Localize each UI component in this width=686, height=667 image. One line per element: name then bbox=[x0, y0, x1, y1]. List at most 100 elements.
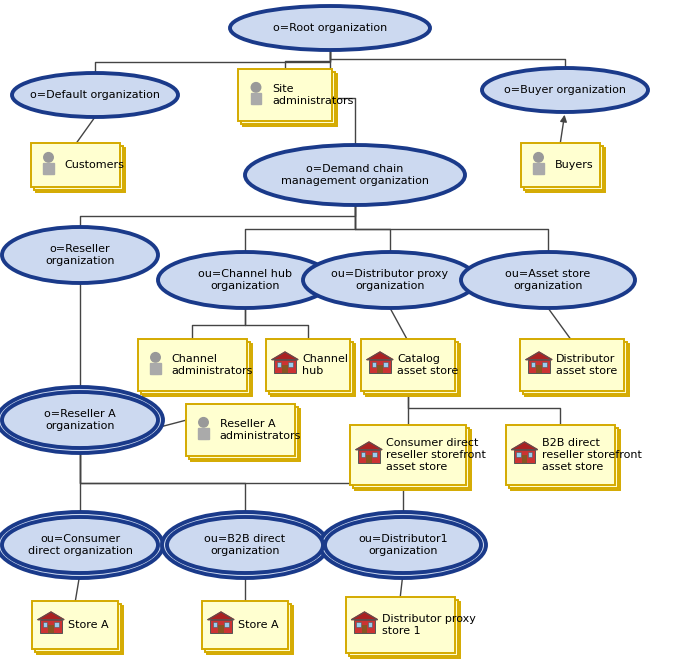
FancyBboxPatch shape bbox=[362, 625, 367, 634]
Circle shape bbox=[44, 153, 54, 162]
Text: o=Demand chain
management organization: o=Demand chain management organization bbox=[281, 164, 429, 186]
Polygon shape bbox=[38, 612, 64, 620]
FancyBboxPatch shape bbox=[508, 428, 617, 488]
FancyBboxPatch shape bbox=[350, 425, 466, 485]
Polygon shape bbox=[152, 371, 159, 374]
FancyBboxPatch shape bbox=[243, 74, 337, 126]
FancyBboxPatch shape bbox=[525, 148, 604, 192]
Ellipse shape bbox=[162, 512, 328, 578]
Polygon shape bbox=[512, 442, 538, 450]
FancyBboxPatch shape bbox=[137, 339, 246, 391]
FancyBboxPatch shape bbox=[276, 362, 281, 367]
FancyBboxPatch shape bbox=[521, 143, 600, 187]
Text: Reseller A
administrators: Reseller A administrators bbox=[220, 419, 301, 441]
FancyBboxPatch shape bbox=[40, 620, 62, 634]
Polygon shape bbox=[535, 171, 542, 174]
FancyBboxPatch shape bbox=[353, 428, 469, 488]
Polygon shape bbox=[356, 442, 382, 450]
Ellipse shape bbox=[461, 252, 635, 308]
FancyBboxPatch shape bbox=[364, 342, 458, 394]
FancyBboxPatch shape bbox=[522, 455, 528, 464]
Ellipse shape bbox=[2, 517, 158, 573]
FancyBboxPatch shape bbox=[354, 620, 375, 634]
FancyBboxPatch shape bbox=[211, 620, 232, 634]
FancyBboxPatch shape bbox=[368, 622, 372, 626]
Ellipse shape bbox=[2, 392, 158, 448]
FancyBboxPatch shape bbox=[516, 452, 521, 456]
Polygon shape bbox=[351, 612, 377, 620]
Text: B2B direct
reseller storefront
asset store: B2B direct reseller storefront asset sto… bbox=[541, 438, 641, 472]
Text: ou=Asset store
organization: ou=Asset store organization bbox=[506, 269, 591, 291]
FancyBboxPatch shape bbox=[383, 362, 388, 367]
FancyBboxPatch shape bbox=[377, 365, 383, 374]
Text: o=Root organization: o=Root organization bbox=[273, 23, 387, 33]
Ellipse shape bbox=[325, 517, 481, 573]
Text: o=Buyer organization: o=Buyer organization bbox=[504, 85, 626, 95]
Text: Consumer direct
reseller storefront
asset store: Consumer direct reseller storefront asse… bbox=[386, 438, 486, 472]
Polygon shape bbox=[251, 93, 261, 104]
FancyBboxPatch shape bbox=[37, 606, 123, 654]
Ellipse shape bbox=[158, 252, 332, 308]
Text: Store A: Store A bbox=[238, 620, 279, 630]
FancyBboxPatch shape bbox=[536, 365, 542, 374]
Text: Catalog
asset store: Catalog asset store bbox=[397, 354, 458, 376]
FancyBboxPatch shape bbox=[369, 360, 391, 374]
FancyBboxPatch shape bbox=[282, 365, 287, 374]
FancyBboxPatch shape bbox=[266, 339, 350, 391]
FancyBboxPatch shape bbox=[141, 342, 250, 394]
Text: ou=Distributor1
organization: ou=Distributor1 organization bbox=[358, 534, 448, 556]
Polygon shape bbox=[43, 163, 54, 174]
FancyBboxPatch shape bbox=[355, 430, 471, 490]
FancyBboxPatch shape bbox=[213, 622, 217, 626]
FancyBboxPatch shape bbox=[528, 360, 549, 374]
Polygon shape bbox=[198, 428, 209, 440]
FancyBboxPatch shape bbox=[218, 625, 224, 634]
Text: ou=Consumer
direct organization: ou=Consumer direct organization bbox=[27, 534, 132, 556]
Circle shape bbox=[199, 418, 209, 427]
Ellipse shape bbox=[0, 387, 163, 453]
Text: Channel
administrators: Channel administrators bbox=[172, 354, 253, 376]
FancyBboxPatch shape bbox=[510, 430, 619, 490]
FancyBboxPatch shape bbox=[271, 344, 355, 396]
Text: Store A: Store A bbox=[68, 620, 108, 630]
FancyBboxPatch shape bbox=[361, 339, 455, 391]
Polygon shape bbox=[200, 436, 207, 440]
FancyBboxPatch shape bbox=[224, 622, 229, 626]
FancyBboxPatch shape bbox=[525, 344, 629, 396]
Text: Distributor proxy
store 1: Distributor proxy store 1 bbox=[381, 614, 475, 636]
FancyBboxPatch shape bbox=[207, 606, 293, 654]
Polygon shape bbox=[45, 171, 52, 174]
Ellipse shape bbox=[245, 145, 465, 205]
FancyBboxPatch shape bbox=[288, 362, 293, 367]
Circle shape bbox=[151, 353, 161, 362]
Ellipse shape bbox=[0, 512, 163, 578]
Circle shape bbox=[534, 153, 543, 162]
Polygon shape bbox=[252, 101, 260, 104]
FancyBboxPatch shape bbox=[191, 409, 300, 461]
Text: Customers: Customers bbox=[64, 160, 124, 170]
FancyBboxPatch shape bbox=[542, 362, 547, 367]
Polygon shape bbox=[208, 612, 234, 620]
FancyBboxPatch shape bbox=[30, 143, 119, 187]
FancyBboxPatch shape bbox=[361, 452, 366, 456]
FancyBboxPatch shape bbox=[514, 450, 535, 464]
Ellipse shape bbox=[167, 517, 323, 573]
FancyBboxPatch shape bbox=[530, 362, 536, 367]
FancyBboxPatch shape bbox=[143, 344, 252, 396]
FancyBboxPatch shape bbox=[523, 342, 627, 394]
FancyBboxPatch shape bbox=[35, 604, 121, 652]
FancyBboxPatch shape bbox=[351, 602, 460, 658]
FancyBboxPatch shape bbox=[269, 342, 353, 394]
Text: Buyers: Buyers bbox=[554, 160, 593, 170]
Polygon shape bbox=[367, 352, 393, 360]
FancyBboxPatch shape bbox=[372, 362, 377, 367]
FancyBboxPatch shape bbox=[366, 344, 460, 396]
Text: Distributor
asset store: Distributor asset store bbox=[556, 354, 617, 376]
FancyBboxPatch shape bbox=[205, 604, 291, 652]
Ellipse shape bbox=[230, 6, 430, 50]
Polygon shape bbox=[526, 352, 552, 360]
Text: ou=B2B direct
organization: ou=B2B direct organization bbox=[204, 534, 285, 556]
FancyBboxPatch shape bbox=[358, 450, 380, 464]
Text: ou=Distributor proxy
organization: ou=Distributor proxy organization bbox=[331, 269, 449, 291]
FancyBboxPatch shape bbox=[48, 625, 54, 634]
